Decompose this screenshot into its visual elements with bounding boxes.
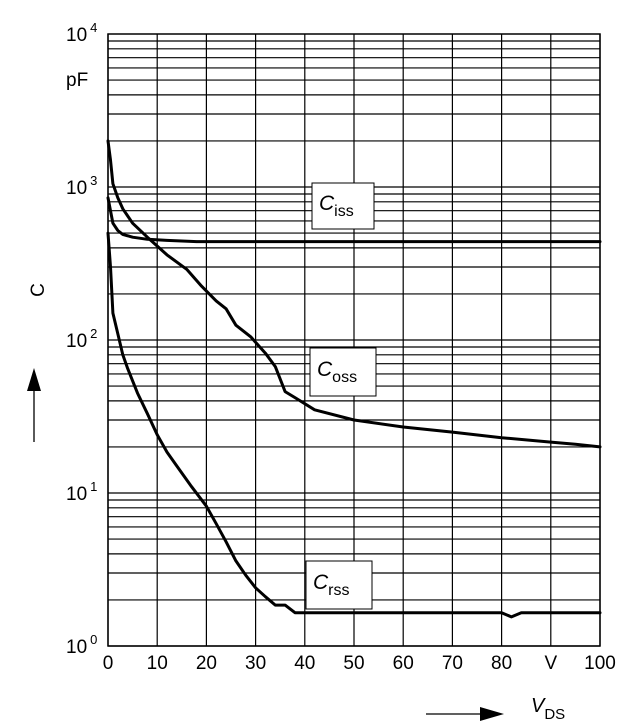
series-label-text: Coss	[317, 358, 357, 386]
x-tick-label: 60	[393, 653, 414, 674]
x-axis-arrow-icon	[426, 707, 504, 721]
x-tick-label: 20	[196, 653, 217, 674]
x-tick-label: 100	[584, 653, 616, 674]
y-unit-label: pF	[66, 70, 88, 91]
x-tick-label: 50	[343, 653, 364, 674]
x-axis-label: VDS	[531, 695, 565, 723]
x-tick-label: 10	[147, 653, 168, 674]
x-tick-label: 0	[103, 653, 114, 674]
y-axis-arrow-icon	[27, 368, 41, 442]
plot-frame	[107, 33, 601, 647]
series-label-box	[311, 182, 375, 230]
series-label-text: Crss	[313, 571, 350, 599]
series-label-box	[309, 347, 377, 397]
y-tick-label: 10 2	[66, 326, 97, 352]
x-tick-label: 80	[491, 653, 512, 674]
x-tick-label: 30	[245, 653, 266, 674]
x-tick-label: 40	[294, 653, 315, 674]
y-tick-label: 10 3	[66, 173, 97, 199]
series-labels: Ciss Coss Crss	[305, 182, 377, 610]
curves	[106, 139, 602, 619]
series-line-rss	[106, 231, 602, 619]
series-label-iss: Ciss	[311, 182, 375, 230]
x-axis-label-symbol: V	[531, 695, 546, 717]
y-tick-label: 10 0	[66, 632, 97, 658]
x-tick-label: 70	[442, 653, 463, 674]
y-tick-label: 10 1	[66, 479, 97, 505]
x-axis-label-subscript: DS	[544, 706, 565, 723]
series-line-iss	[106, 196, 602, 244]
x-tick-label: V	[544, 653, 557, 674]
series-label-box	[305, 560, 373, 610]
series-label-text: Ciss	[319, 192, 354, 220]
grid-lines	[107, 34, 601, 647]
series-line-oss	[106, 139, 602, 449]
y-tick-label: 10 4	[66, 20, 97, 46]
y-axis-label: C	[28, 283, 49, 297]
series-label-rss: Crss	[305, 560, 373, 610]
series-label-oss: Coss	[309, 347, 377, 397]
